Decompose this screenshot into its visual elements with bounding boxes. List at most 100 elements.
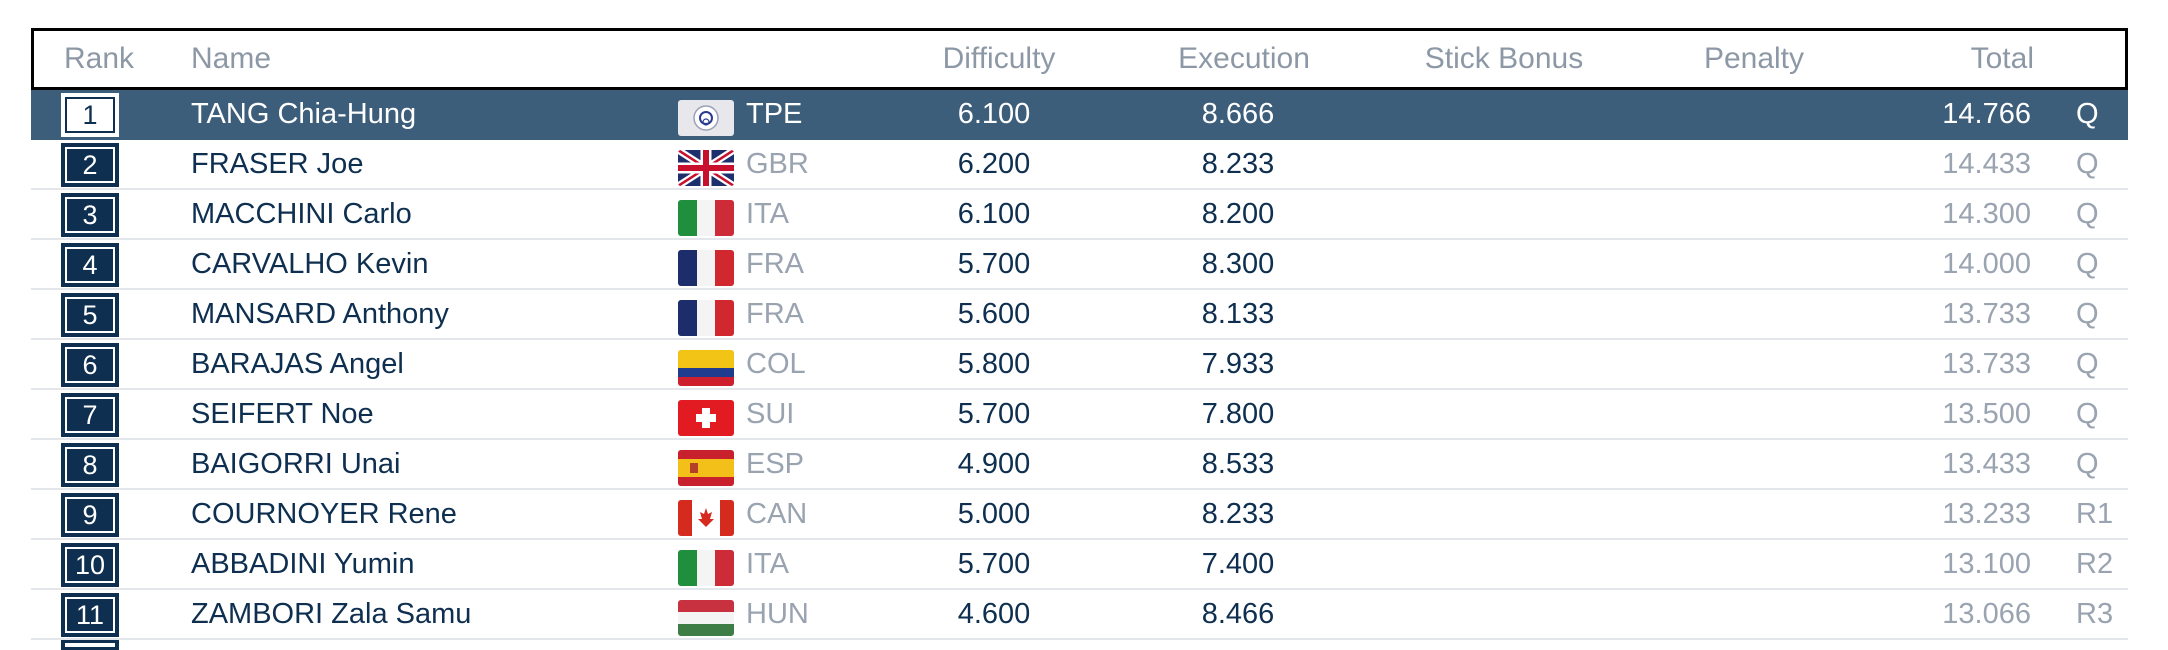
table-row[interactable]: 11 ZAMBORI Zala Samu HUN 4.600 8.466 13.066 R3: [31, 590, 2128, 640]
total-score: 13.100: [1942, 548, 2031, 580]
sui-flag-icon: [678, 400, 734, 436]
athlete-name[interactable]: FRASER Joe: [191, 148, 364, 180]
difficulty-score: 5.700: [957, 398, 1031, 430]
athlete-name[interactable]: BAIGORRI Unai: [191, 448, 401, 480]
rank-badge: 11: [61, 593, 119, 637]
execution-score: 8.300: [1201, 248, 1275, 280]
table-row[interactable]: 4 CARVALHO Kevin FRA 5.700 8.300 14.000 Q: [31, 240, 2128, 290]
ita-flag-icon: [678, 200, 734, 236]
table-row[interactable]: 10 ABBADINI Yumin ITA 5.700 7.400 13.100 R2: [31, 540, 2128, 590]
esp-flag-icon: [678, 450, 734, 486]
athlete-name[interactable]: MANSARD Anthony: [191, 298, 449, 330]
header-rank[interactable]: Rank: [64, 42, 135, 75]
athlete-name[interactable]: COURNOYER Rene: [191, 498, 457, 530]
header-penalty[interactable]: Penalty: [1703, 42, 1805, 75]
table-row-partial: [31, 640, 2128, 650]
rank-badge: 1: [61, 93, 119, 137]
rank-badge: 2: [61, 143, 119, 187]
total-score: 14.433: [1942, 148, 2031, 180]
athlete-name[interactable]: CARVALHO Kevin: [191, 248, 429, 280]
difficulty-score: 5.600: [957, 298, 1031, 330]
total-score: 14.300: [1942, 198, 2031, 230]
execution-score: 8.466: [1201, 598, 1275, 630]
difficulty-score: 5.000: [957, 498, 1031, 530]
total-score: 13.233: [1942, 498, 2031, 530]
country-code: COL: [746, 348, 806, 380]
qualification-status: Q: [2076, 398, 2099, 430]
country-code: GBR: [746, 148, 809, 180]
fra-flag-icon: [678, 250, 734, 286]
results-table: Rank Name Difficulty Execution Stick Bon…: [31, 28, 2128, 650]
total-score: 14.766: [1942, 98, 2031, 130]
country-code: ITA: [746, 198, 789, 230]
table-row[interactable]: 3 MACCHINI Carlo ITA 6.100 8.200 14.300 Q: [31, 190, 2128, 240]
execution-score: 8.666: [1201, 98, 1275, 130]
qualification-status: R1: [2076, 498, 2114, 530]
table-header: Rank Name Difficulty Execution Stick Bon…: [31, 28, 2128, 90]
execution-score: 8.133: [1201, 298, 1275, 330]
can-flag-icon: [678, 500, 734, 536]
qualification-status: Q: [2076, 348, 2099, 380]
athlete-name[interactable]: TANG Chia-Hung: [191, 98, 417, 130]
difficulty-score: 6.200: [957, 148, 1031, 180]
col-flag-icon: [678, 350, 734, 386]
rank-badge: 10: [61, 543, 119, 587]
qualification-status: R3: [2076, 598, 2114, 630]
athlete-name[interactable]: SEIFERT Noe: [191, 398, 374, 430]
athlete-name[interactable]: ZAMBORI Zala Samu: [191, 598, 472, 630]
rank-badge: 3: [61, 193, 119, 237]
qualification-status: Q: [2076, 248, 2099, 280]
difficulty-score: 6.100: [957, 198, 1031, 230]
execution-score: 7.800: [1201, 398, 1275, 430]
rank-badge: 9: [61, 493, 119, 537]
total-score: 13.733: [1942, 298, 2031, 330]
difficulty-score: 5.800: [957, 348, 1031, 380]
qualification-status: Q: [2076, 298, 2099, 330]
athlete-name[interactable]: MACCHINI Carlo: [191, 198, 412, 230]
table-row[interactable]: 7 SEIFERT Noe SUI 5.700 7.800 13.500 Q: [31, 390, 2128, 440]
difficulty-score: 6.100: [957, 98, 1031, 130]
table-row[interactable]: 2 FRASER Joe GBR 6.200 8.233 14.433 Q: [31, 140, 2128, 190]
execution-score: 7.933: [1201, 348, 1275, 380]
header-name[interactable]: Name: [191, 42, 272, 75]
country-code: ESP: [746, 448, 805, 480]
country-code: ITA: [746, 548, 789, 580]
hun-flag-icon: [678, 600, 734, 636]
difficulty-score: 4.600: [957, 598, 1031, 630]
country-code: CAN: [746, 498, 808, 530]
header-execution[interactable]: Execution: [1178, 42, 1310, 75]
header-difficulty[interactable]: Difficulty: [942, 42, 1056, 75]
country-code: SUI: [746, 398, 795, 430]
table-row[interactable]: 8 BAIGORRI Unai ESP 4.900 8.533 13.433 Q: [31, 440, 2128, 490]
header-total[interactable]: Total: [1970, 42, 2034, 75]
rank-box: [61, 640, 119, 650]
table-row[interactable]: 6 BARAJAS Angel COL 5.800 7.933 13.733 Q: [31, 340, 2128, 390]
ita-flag-icon: [678, 550, 734, 586]
execution-score: 8.233: [1201, 148, 1275, 180]
table-body: 1 TANG Chia-Hung TPE 6.100 8.666 14.766 Q 2 FRAS…: [31, 90, 2128, 640]
total-score: 13.066: [1942, 598, 2031, 630]
table-row[interactable]: 1 TANG Chia-Hung TPE 6.100 8.666 14.766 Q: [31, 90, 2128, 140]
total-score: 13.433: [1942, 448, 2031, 480]
gbr-flag-icon: [678, 150, 734, 186]
tpe-flag-icon: [678, 100, 734, 136]
athlete-name[interactable]: ABBADINI Yumin: [191, 548, 415, 580]
rank-badge: 5: [61, 293, 119, 337]
qualification-status: Q: [2076, 98, 2099, 130]
rank-badge: 4: [61, 243, 119, 287]
header-stick-bonus[interactable]: Stick Bonus: [1424, 42, 1584, 75]
country-code: FRA: [746, 298, 804, 330]
execution-score: 8.200: [1201, 198, 1275, 230]
difficulty-score: 5.700: [957, 548, 1031, 580]
qualification-status: Q: [2076, 198, 2099, 230]
total-score: 13.733: [1942, 348, 2031, 380]
country-code: HUN: [746, 598, 809, 630]
difficulty-score: 5.700: [957, 248, 1031, 280]
rank-badge: 6: [61, 343, 119, 387]
qualification-status: Q: [2076, 148, 2099, 180]
rank-badge: 8: [61, 443, 119, 487]
table-row[interactable]: 5 MANSARD Anthony FRA 5.600 8.133 13.733 Q: [31, 290, 2128, 340]
athlete-name[interactable]: BARAJAS Angel: [191, 348, 404, 380]
table-row[interactable]: 9 COURNOYER Rene CAN 5.000 8.233 13.233 R1: [31, 490, 2128, 540]
country-code: TPE: [746, 98, 803, 130]
